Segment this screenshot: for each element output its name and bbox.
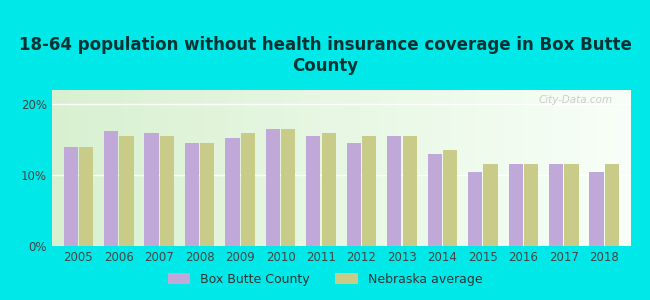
Bar bbox=[322, 133, 336, 246]
Bar bbox=[104, 131, 118, 246]
Bar bbox=[120, 136, 133, 246]
Bar bbox=[508, 164, 523, 246]
Bar bbox=[604, 164, 619, 246]
Bar bbox=[64, 147, 78, 246]
Legend: Box Butte County, Nebraska average: Box Butte County, Nebraska average bbox=[163, 268, 487, 291]
Bar bbox=[240, 133, 255, 246]
Bar bbox=[524, 164, 538, 246]
Bar bbox=[549, 164, 563, 246]
Bar bbox=[281, 129, 295, 246]
Bar bbox=[564, 164, 579, 246]
Bar bbox=[443, 150, 457, 246]
Bar bbox=[306, 136, 320, 246]
Bar bbox=[79, 147, 93, 246]
Bar bbox=[346, 143, 361, 246]
Bar bbox=[226, 138, 239, 246]
Bar bbox=[428, 154, 442, 246]
Text: 18-64 population without health insurance coverage in Box Butte
County: 18-64 population without health insuranc… bbox=[19, 36, 631, 75]
Bar bbox=[185, 143, 199, 246]
Bar bbox=[200, 143, 214, 246]
Bar bbox=[362, 136, 376, 246]
Bar bbox=[468, 172, 482, 246]
Bar bbox=[590, 172, 604, 246]
Bar bbox=[484, 164, 498, 246]
Bar bbox=[402, 136, 417, 246]
Bar bbox=[387, 136, 401, 246]
Bar bbox=[144, 133, 159, 246]
Bar bbox=[160, 136, 174, 246]
Bar bbox=[266, 129, 280, 246]
Text: City-Data.com: City-Data.com bbox=[539, 95, 613, 105]
